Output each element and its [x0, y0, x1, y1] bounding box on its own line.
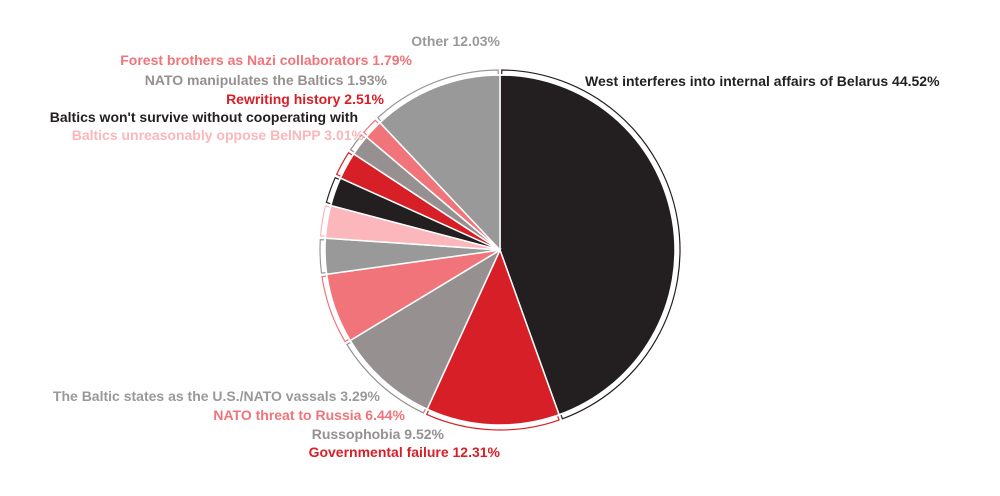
pie-slice-russophobia [349, 248, 502, 411]
pie-slice-west-interferes-into-internal-affairs-of-belarus [499, 74, 676, 416]
slice-bracket-other [377, 69, 499, 122]
slice-bracket-west-interferes-into-internal-affairs-of-belarus [501, 69, 681, 420]
pie-slice-governmental-failure [426, 248, 561, 426]
slice-label-rewriting-history: Rewriting history 2.51% [226, 91, 384, 107]
slice-label-forest-brothers-as-nazi-collaborators: Forest brothers as Nazi collaborators 1.… [120, 52, 412, 68]
slice-label-governmental-failure: Governmental failure 12.31% [309, 444, 501, 460]
slice-label-nato-threat-to-russia: NATO threat to Russia 6.44% [213, 407, 405, 423]
slice-bracket-rewriting-history [335, 151, 353, 177]
slice-label-west-interferes-into-internal-affairs-of-belarus: West interferes into internal affairs of… [585, 73, 940, 89]
slice-bracket-nato-threat-to-russia [321, 275, 349, 343]
slices-layer [324, 74, 676, 426]
labels-layer: West interferes into internal affairs of… [50, 33, 940, 460]
brackets-layer [319, 69, 681, 431]
slice-bracket-baltics-unreasonably-oppose-belnpp [319, 205, 330, 237]
slice-label-the-baltic-states-as-the-u-s-nato-vassals: The Baltic states as the U.S./NATO vassa… [53, 388, 381, 404]
slice-label-russophobia: Russophobia 9.52% [312, 426, 445, 442]
slice-label-other: Other 12.03% [411, 33, 500, 49]
slice-bracket-baltics-won-t-survive-without-cooperating-with [325, 176, 340, 205]
slice-label-baltics-won-t-survive-without-cooperating-with: Baltics won't survive without cooperatin… [50, 109, 358, 125]
slice-bracket-nato-manipulates-the-baltics [349, 134, 365, 153]
slice-label-baltics-unreasonably-oppose-belnpp: Baltics unreasonably oppose BelNPP 3.01% [72, 127, 365, 143]
slice-bracket-russophobia [346, 342, 426, 414]
pie-slice-other [378, 74, 501, 252]
slice-bracket-forest-brothers-as-nazi-collaborators [362, 119, 379, 136]
slice-bracket-governmental-failure [425, 410, 560, 431]
slice-label-nato-manipulates-the-baltics: NATO manipulates the Baltics 1.93% [145, 72, 388, 88]
slice-bracket-the-baltic-states-as-the-u-s-nato-vassals [319, 238, 326, 274]
